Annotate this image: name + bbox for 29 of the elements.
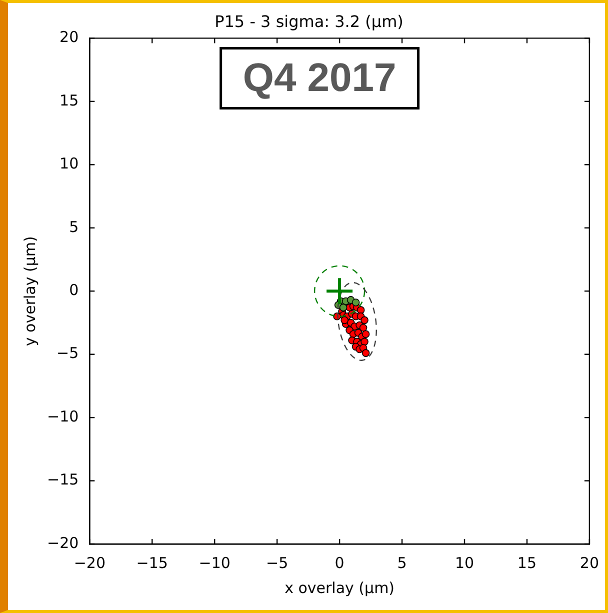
y-tick-label: 5: [69, 218, 79, 236]
point: [360, 338, 368, 346]
point: [362, 330, 370, 338]
x-tick-label: 20: [580, 554, 600, 572]
y-axis-title: y overlay (μm): [20, 236, 39, 346]
y-tick-label: −5: [56, 344, 79, 362]
y-tick-label: 10: [60, 154, 79, 173]
point: [339, 304, 348, 312]
x-tick-label: 5: [397, 554, 407, 572]
y-tick-label: −20: [47, 534, 79, 552]
x-tick-label: 10: [454, 554, 474, 572]
x-tick-label: −10: [198, 554, 230, 572]
x-tick-label: 0: [334, 554, 344, 572]
point: [360, 316, 368, 324]
point: [352, 298, 360, 306]
y-tick-label: −15: [47, 470, 79, 489]
point: [340, 316, 348, 324]
chart-title: P15 - 3 sigma: 3.2 (μm): [214, 12, 404, 31]
y-tick-label: 0: [69, 280, 79, 299]
x-axis-title: x overlay (μm): [284, 578, 395, 597]
point: [359, 324, 368, 332]
point: [362, 349, 370, 357]
x-tick-label: −15: [136, 554, 168, 572]
x-tick-label: 15: [517, 554, 537, 572]
y-tick-label: 20: [60, 28, 79, 46]
annotation: Q4 2017: [242, 56, 396, 100]
x-tick-label: −5: [266, 554, 288, 572]
y-tick-label: −10: [47, 407, 79, 426]
y-tick-label: 15: [60, 91, 79, 110]
